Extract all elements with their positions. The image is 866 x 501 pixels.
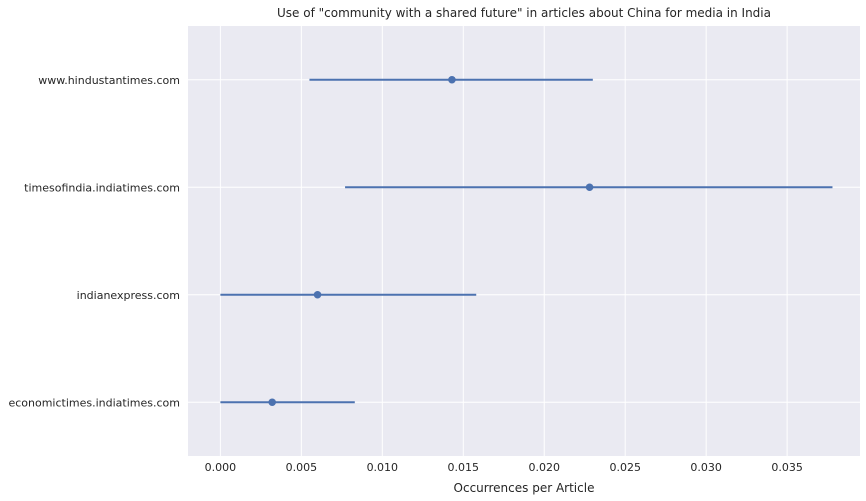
data-point <box>585 183 594 192</box>
x-axis-title: Occurrences per Article <box>454 481 595 495</box>
x-tick-labels: 0.000 0.005 0.010 0.015 0.020 0.025 0.030 0.035 <box>205 461 803 474</box>
x-tick-label: 0.015 <box>448 461 480 474</box>
x-tick-label: 0.020 <box>528 461 560 474</box>
x-tick-label: 0.005 <box>286 461 318 474</box>
x-tick-label: 0.025 <box>609 461 641 474</box>
data-point <box>448 75 456 84</box>
data-point <box>268 398 277 407</box>
y-tick-labels: www.hindustantimes.com timesofindia.india… <box>8 74 180 410</box>
data-point <box>313 290 322 299</box>
y-tick-label: indianexpress.com <box>77 289 180 302</box>
y-tick-label: economictimes.indiatimes.com <box>8 396 180 409</box>
y-tick-label: www.hindustantimes.com <box>38 74 180 87</box>
x-tick-label: 0.035 <box>771 461 803 474</box>
x-tick-label: 0.030 <box>690 461 722 474</box>
chart-title: Use of "community with a shared future" … <box>277 6 771 20</box>
x-tick-label: 0.010 <box>367 461 399 474</box>
data-marks <box>220 75 833 407</box>
plot-area <box>188 26 860 456</box>
x-tick-label: 0.000 <box>205 461 237 474</box>
y-tick-label: timesofindia.indiatimes.com <box>24 181 180 194</box>
